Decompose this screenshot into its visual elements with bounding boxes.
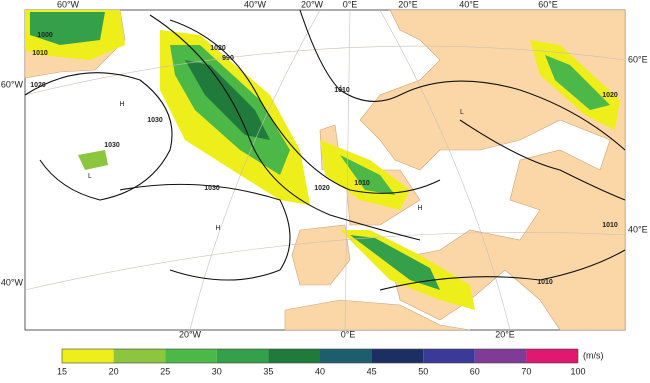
wind-shading xyxy=(25,10,620,310)
lon-label: 20°W xyxy=(179,329,202,339)
africa xyxy=(284,299,471,331)
lon-label: 20°E xyxy=(495,329,515,339)
isobar xyxy=(24,72,173,201)
colorbar-swatch xyxy=(526,349,578,363)
pressure-center: L xyxy=(460,109,464,116)
latitude-line xyxy=(24,45,626,96)
isobar xyxy=(169,19,441,194)
longitude-line xyxy=(379,9,511,331)
colorbar-swatch xyxy=(371,349,424,363)
colorbar-tick-label: 60 xyxy=(470,366,480,376)
longitude-line xyxy=(189,9,321,331)
isobar xyxy=(119,183,291,281)
colorbar-swatch xyxy=(474,349,527,363)
lon-label: 40°W xyxy=(244,0,267,9)
latitude-line xyxy=(24,232,626,291)
lon-label: 60°W xyxy=(57,0,80,9)
isobar-label: 1020 xyxy=(314,185,330,192)
colorbar-tick-label: 30 xyxy=(212,366,222,376)
colorbar-tick-label: 35 xyxy=(263,366,273,376)
colorbar-tick-label: 40 xyxy=(315,366,325,376)
wind-area xyxy=(185,60,270,140)
wind-area xyxy=(350,235,440,290)
lon-label: 0°E xyxy=(343,0,358,9)
colorbar-tick-label: 25 xyxy=(160,366,170,376)
pressure-center: H xyxy=(215,225,220,232)
wind-area xyxy=(340,155,395,195)
isobar-label: 1010 xyxy=(354,180,370,187)
lon-label: 0°E xyxy=(341,329,356,339)
wind-area xyxy=(30,12,105,45)
isobar xyxy=(459,119,626,201)
colorbar-frame xyxy=(61,348,579,364)
wind-area xyxy=(545,55,610,110)
isobar-label: 1020 xyxy=(210,45,226,52)
isobar-label: 1010 xyxy=(32,50,48,57)
pressure-center: L xyxy=(88,173,92,180)
isobar-label: 1030 xyxy=(104,142,120,149)
colorbar-tick-label: 100 xyxy=(570,366,585,376)
longitude-line xyxy=(344,9,351,331)
isobar-label: 990 xyxy=(222,55,234,62)
lon-label: 20°E xyxy=(398,0,418,9)
pressure-center: H xyxy=(417,205,422,212)
lat-label: 40°E xyxy=(628,224,648,234)
lon-label: 20°W xyxy=(301,0,324,9)
wind-area xyxy=(78,150,108,170)
colorbar-swatch xyxy=(423,349,475,363)
colorbar-swatch xyxy=(268,349,320,363)
colorbar-swatch xyxy=(62,349,114,363)
colorbar-swatch xyxy=(113,349,166,363)
isobar xyxy=(149,14,421,241)
lon-label: 60°E xyxy=(538,0,558,9)
colorbar-tick-label: 20 xyxy=(109,366,119,376)
isobar-label: 1010 xyxy=(334,87,350,94)
isobar-label: 1000 xyxy=(37,32,53,39)
isobar-label: 1030 xyxy=(204,185,220,192)
isobar xyxy=(299,9,626,151)
colorbar-swatch xyxy=(320,349,372,363)
isobar-label: 1020 xyxy=(602,92,618,99)
isobar-label: 1020 xyxy=(30,82,46,89)
colorbar-unit: (m/s) xyxy=(583,350,604,360)
graticule xyxy=(24,9,626,331)
isobar-label: 1010 xyxy=(537,279,553,286)
colorbar-swatch xyxy=(216,349,269,363)
colorbar-tick-label: 45 xyxy=(367,366,377,376)
colorbar-tick-label: 70 xyxy=(521,366,531,376)
iberia xyxy=(291,224,351,286)
pressure-center: L xyxy=(340,85,344,92)
pressure-center: H xyxy=(119,101,124,108)
lat-label: 60°E xyxy=(628,54,648,64)
lon-label: 40°E xyxy=(459,0,479,9)
colorbar-tick-label: 15 xyxy=(57,366,67,376)
lat-label: 40°W xyxy=(1,277,24,287)
lat-label: 60°W xyxy=(1,79,24,89)
colorbar-tick-label: 50 xyxy=(418,366,428,376)
isobar-label: 1030 xyxy=(147,117,163,124)
isobars xyxy=(24,9,626,291)
isobar-label: 1010 xyxy=(602,222,618,229)
isobar xyxy=(379,249,626,291)
colorbar-swatch xyxy=(165,349,217,363)
